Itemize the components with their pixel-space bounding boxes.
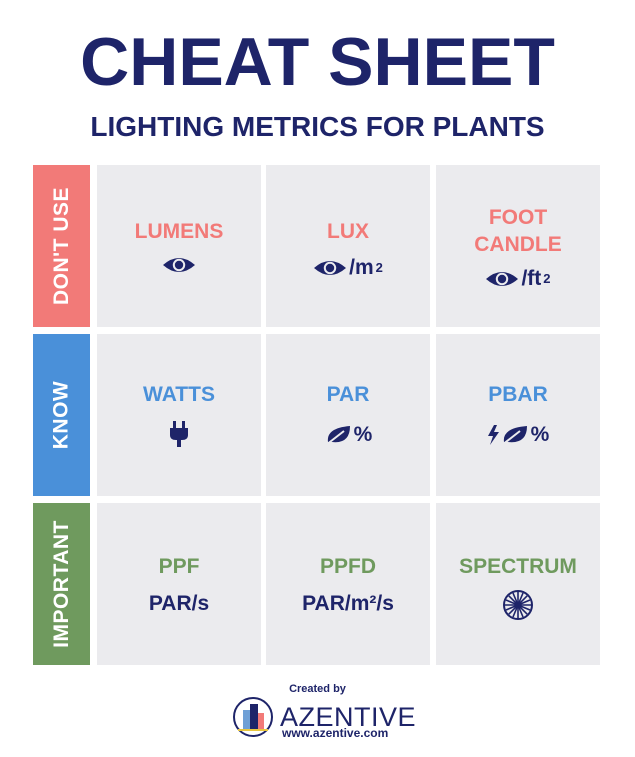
spectrum-wheel-icon — [503, 590, 533, 620]
metric-name: PAR — [326, 383, 370, 406]
metric-unit: PAR/m²/s — [266, 591, 430, 617]
metric-name: WATTS — [143, 383, 215, 406]
created-by-text: Created by — [289, 683, 346, 695]
page-subtitle: LIGHTING METRICS FOR PLANTS — [90, 111, 545, 142]
unit-text: % — [353, 423, 373, 446]
eye-icon — [486, 272, 519, 286]
metric-unit: /m 2 — [266, 255, 430, 281]
azentive-logo — [233, 697, 273, 737]
row-label-text: IMPORTANT — [49, 520, 73, 648]
metric-name: PPF — [158, 555, 200, 578]
metric-name: PPFD — [319, 555, 376, 578]
metric-unit: % — [436, 422, 600, 448]
metric-name-line2: CANDLE — [474, 233, 562, 256]
row-label-dont-use: DON'T USE — [33, 165, 90, 327]
website-link[interactable]: www.azentive.com — [282, 726, 389, 740]
metric-name: LUMENS — [134, 220, 224, 243]
unit-text: % — [530, 423, 550, 446]
metric-unit — [97, 255, 261, 275]
cell-par: PAR % — [266, 334, 430, 496]
cell-ppfd: PPFD PAR/m²/s — [266, 503, 430, 665]
unit-exponent: 2 — [375, 260, 383, 275]
row-label-important: IMPORTANT — [33, 503, 90, 665]
metric-unit: % — [266, 422, 430, 448]
plug-icon — [170, 421, 188, 447]
row-label-text: KNOW — [49, 380, 73, 450]
unit-text: /m — [349, 256, 374, 279]
eye-icon — [314, 261, 347, 275]
cell-foot-candle: FOOT CANDLE /ft 2 — [436, 165, 600, 327]
cell-spectrum: SPECTRUM — [436, 503, 600, 665]
metric-name: LUX — [327, 220, 369, 243]
unit-text: /ft — [521, 267, 542, 290]
unit-text: PAR/s — [148, 592, 210, 615]
row-label-know: KNOW — [33, 334, 90, 496]
metric-unit — [97, 421, 261, 447]
row-label-text: DON'T USE — [49, 186, 73, 306]
metric-unit: /ft 2 — [436, 266, 600, 292]
unit-exponent: 2 — [543, 271, 551, 286]
metric-name-line1: FOOT — [488, 206, 548, 229]
metric-unit: PAR/s — [97, 591, 261, 617]
cell-ppf: PPF PAR/s — [97, 503, 261, 665]
bolt-leaf-icon — [487, 425, 527, 446]
metric-unit — [436, 589, 600, 621]
cell-watts: WATTS — [97, 334, 261, 496]
leaf-icon — [325, 426, 350, 446]
brand-lockup: AZENTIVE — [232, 697, 416, 737]
brand-name: AZENTIVE — [280, 701, 417, 732]
metric-name: PBAR — [488, 383, 548, 406]
unit-text: PAR/m²/s — [302, 592, 394, 615]
cell-lux: LUX /m 2 — [266, 165, 430, 327]
eye-icon — [163, 258, 195, 272]
cell-lumens: LUMENS — [97, 165, 261, 327]
page-title: CHEAT SHEET — [80, 24, 555, 100]
cell-pbar: PBAR % — [436, 334, 600, 496]
metric-name: SPECTRUM — [459, 555, 577, 578]
